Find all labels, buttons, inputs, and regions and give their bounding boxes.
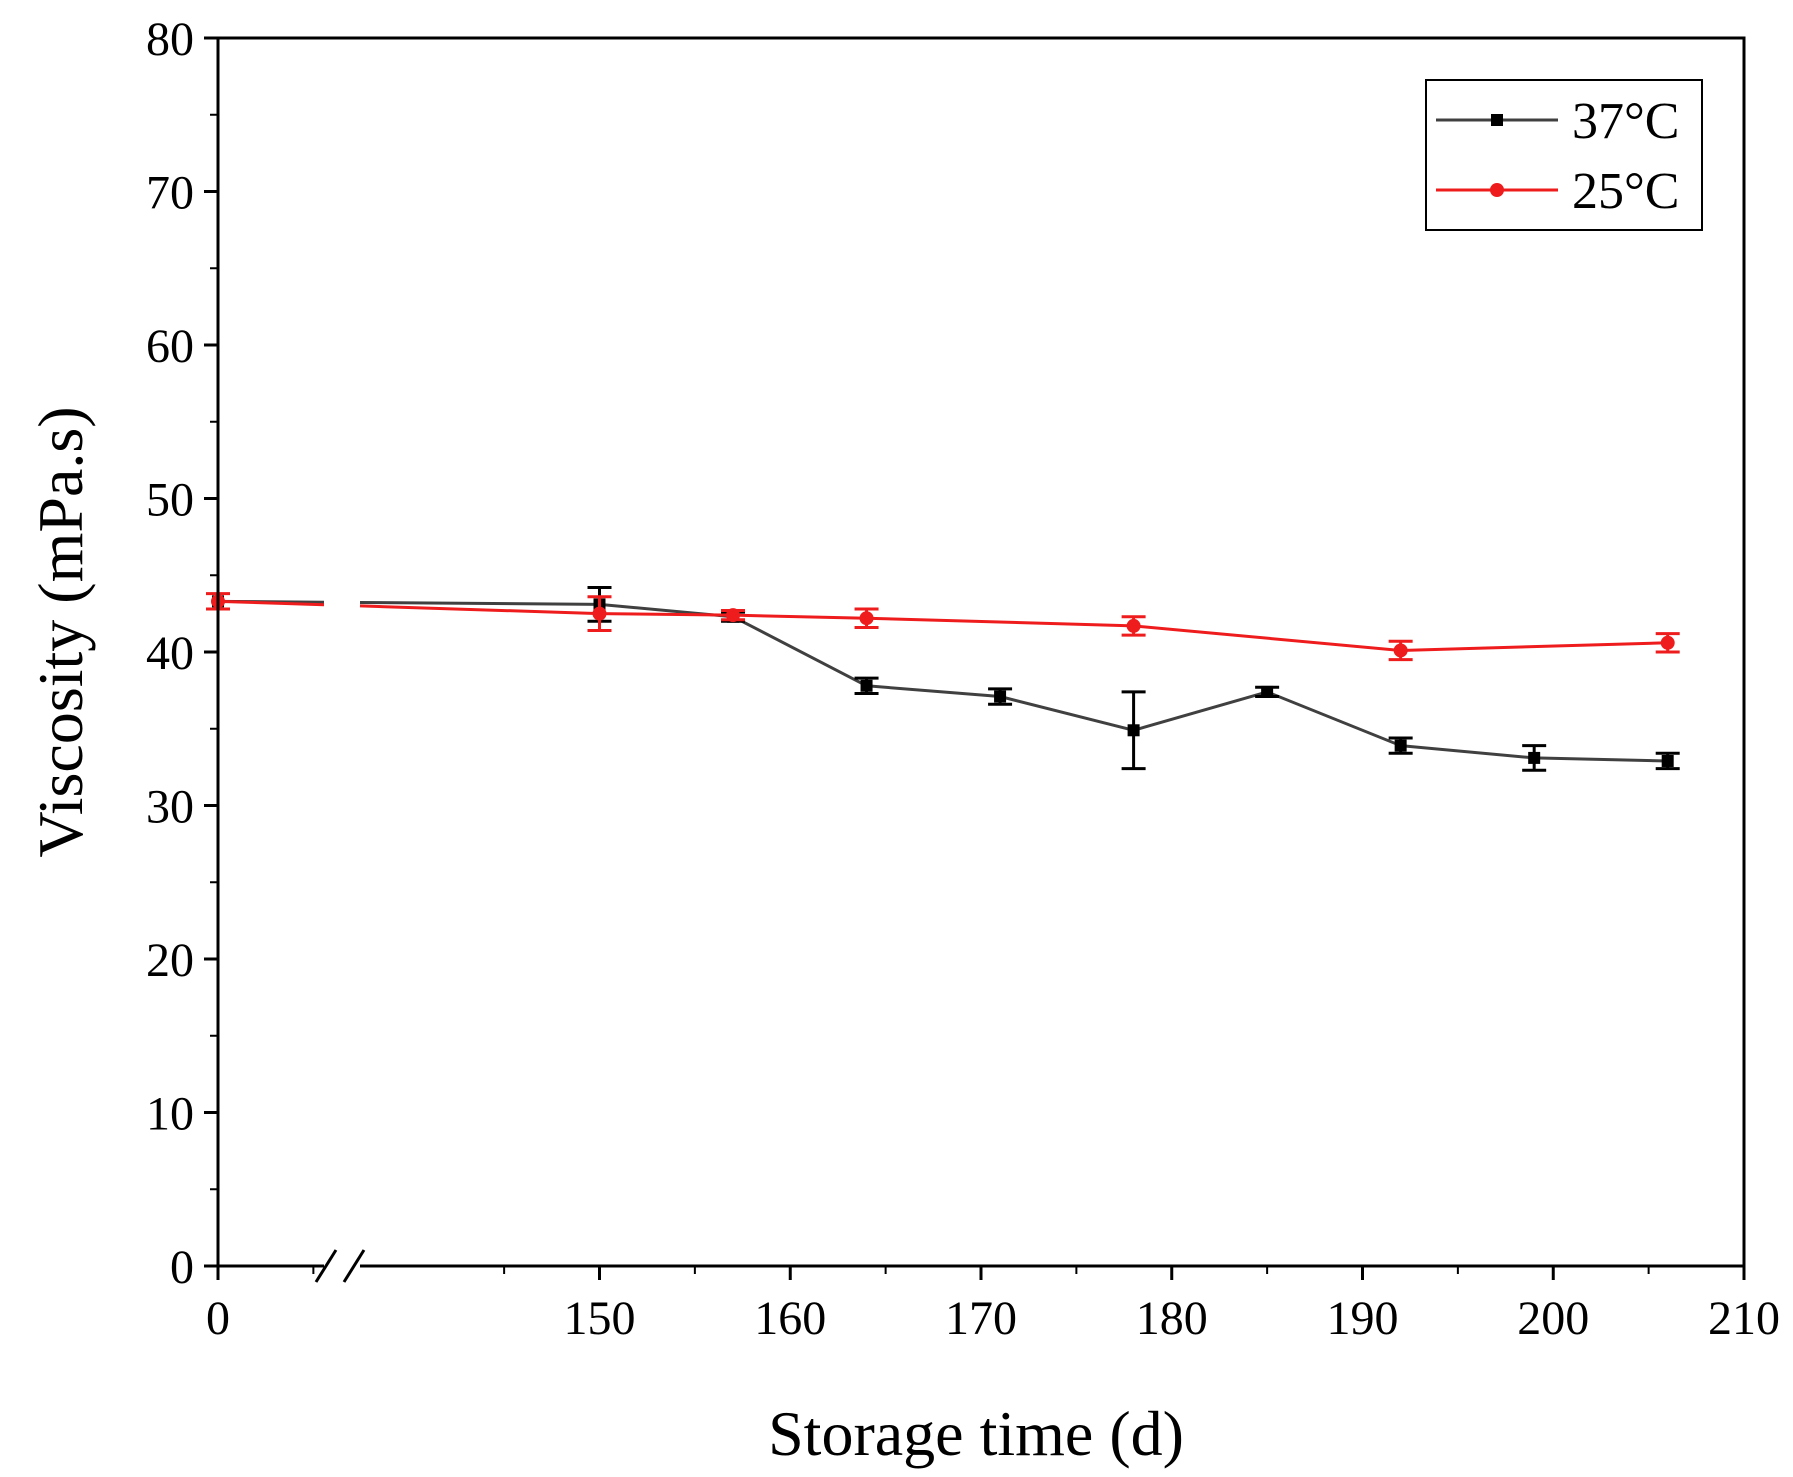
data-point bbox=[1127, 724, 1140, 737]
y-tick-label: 50 bbox=[146, 474, 194, 527]
series-line-segment bbox=[866, 616, 1134, 628]
data-point bbox=[860, 679, 873, 692]
series-line-segment bbox=[359, 604, 600, 616]
series-line-segment bbox=[359, 600, 600, 606]
legend-label: 37°C bbox=[1572, 93, 1679, 150]
legend-swatch-marker bbox=[1490, 183, 1504, 197]
series-line-segment bbox=[1400, 744, 1535, 760]
data-point bbox=[1261, 685, 1274, 698]
data-point bbox=[726, 608, 741, 623]
legend-box bbox=[1425, 79, 1703, 231]
x-tick-label: 170 bbox=[945, 1292, 1017, 1345]
legend-swatch-marker bbox=[1491, 114, 1503, 126]
x-tick-label: 180 bbox=[1136, 1292, 1208, 1345]
x-axis-label: Storage time (d) bbox=[768, 1398, 1184, 1469]
x-tick-label: 0 bbox=[206, 1292, 230, 1345]
y-tick-label: 30 bbox=[146, 781, 194, 834]
y-axis-label: Viscosity (mPa.s) bbox=[25, 406, 96, 857]
data-point bbox=[1661, 754, 1674, 767]
x-axis-break bbox=[314, 1249, 366, 1283]
data-point bbox=[859, 611, 874, 626]
series-line-segment bbox=[1534, 756, 1668, 763]
series-line-segment bbox=[866, 684, 1001, 699]
data-point bbox=[994, 690, 1007, 703]
series-line-segment bbox=[217, 599, 325, 607]
data-point bbox=[1126, 618, 1141, 633]
legend-label: 25°C bbox=[1572, 163, 1679, 220]
y-tick-label: 40 bbox=[146, 627, 194, 680]
x-tick-label: 190 bbox=[1327, 1292, 1399, 1345]
data-point bbox=[592, 606, 607, 621]
series-line-segment bbox=[1133, 624, 1401, 652]
data-point bbox=[1660, 635, 1675, 650]
series-line-segment bbox=[732, 613, 867, 620]
series-line-segment bbox=[1400, 641, 1668, 652]
y-tick-label: 10 bbox=[146, 1088, 194, 1141]
series-line-segment bbox=[1266, 690, 1402, 748]
y-tick-label: 60 bbox=[146, 320, 194, 373]
x-tick-label: 210 bbox=[1708, 1292, 1780, 1345]
series-37c bbox=[212, 586, 1680, 772]
x-tick-label: 150 bbox=[564, 1292, 636, 1345]
y-tick-label: 20 bbox=[146, 934, 194, 987]
data-point bbox=[1528, 751, 1541, 764]
x-tick-label: 200 bbox=[1517, 1292, 1589, 1345]
data-point bbox=[1394, 739, 1407, 752]
legend: 37°C 25°C bbox=[1425, 79, 1703, 231]
data-point bbox=[1393, 643, 1408, 658]
y-tick-label: 80 bbox=[146, 13, 194, 66]
series-line-segment bbox=[1133, 690, 1268, 732]
x-tick-label: 160 bbox=[754, 1292, 826, 1345]
series-line-segment bbox=[732, 615, 868, 688]
series-line-segment bbox=[599, 612, 734, 617]
series-25c bbox=[206, 592, 1680, 662]
y-tick-label: 0 bbox=[170, 1241, 194, 1294]
series-line-segment bbox=[999, 695, 1134, 732]
y-tick-label: 70 bbox=[146, 167, 194, 220]
